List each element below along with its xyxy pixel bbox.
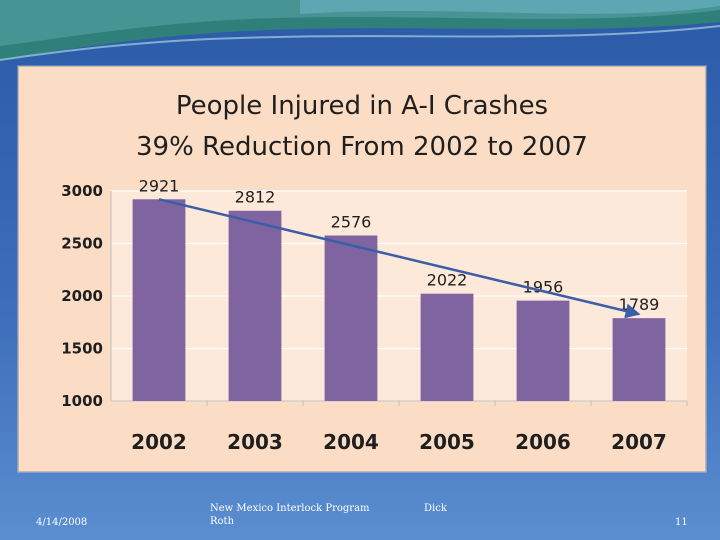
bar-2007: [612, 318, 666, 401]
x-tick-label-2002: 2002: [131, 430, 187, 454]
x-tick-label-2006: 2006: [515, 430, 571, 454]
y-tick-label: 1500: [61, 340, 103, 358]
data-label-2005: 2022: [427, 271, 468, 290]
bar-2005: [420, 293, 474, 401]
chart-title: People Injured in A-I Crashes: [176, 91, 548, 121]
bar-2003: [228, 210, 282, 401]
data-label-2003: 2812: [235, 188, 276, 207]
data-label-2006: 1956: [523, 278, 564, 297]
x-tick-label-2003: 2003: [227, 430, 283, 454]
bar-chart: People Injured in A-I Crashes 39% Reduct…: [61, 91, 688, 454]
bar-2002: [132, 199, 186, 401]
footer-program: New Mexico Interlock Program Roth: [210, 502, 370, 528]
y-tick-label: 2000: [61, 287, 103, 305]
footer-date: 4/14/2008: [36, 517, 88, 528]
x-tick-label-2004: 2004: [323, 430, 379, 454]
data-label-2004: 2576: [331, 213, 372, 232]
footer-author: Dick: [424, 503, 447, 514]
footer-page-number: 11: [675, 517, 688, 528]
data-label-2002: 2921: [139, 176, 180, 195]
chart-panel: People Injured in A-I Crashes 39% Reduct…: [18, 66, 706, 472]
bar-2006: [516, 300, 570, 401]
bar-2004: [324, 235, 378, 401]
x-tick-label-2005: 2005: [419, 430, 475, 454]
footer-program-line2: Roth: [210, 516, 235, 527]
trend-arrow: [158, 198, 641, 319]
header-swoosh-decoration: [0, 0, 720, 61]
y-tick-label: 2500: [61, 235, 103, 253]
y-tick-label: 3000: [61, 182, 103, 200]
footer-program-line1: New Mexico Interlock Program: [210, 503, 370, 514]
y-tick-label: 1000: [61, 392, 103, 410]
chart-subtitle: 39% Reduction From 2002 to 2007: [136, 132, 588, 162]
x-tick-label-2007: 2007: [611, 430, 667, 454]
